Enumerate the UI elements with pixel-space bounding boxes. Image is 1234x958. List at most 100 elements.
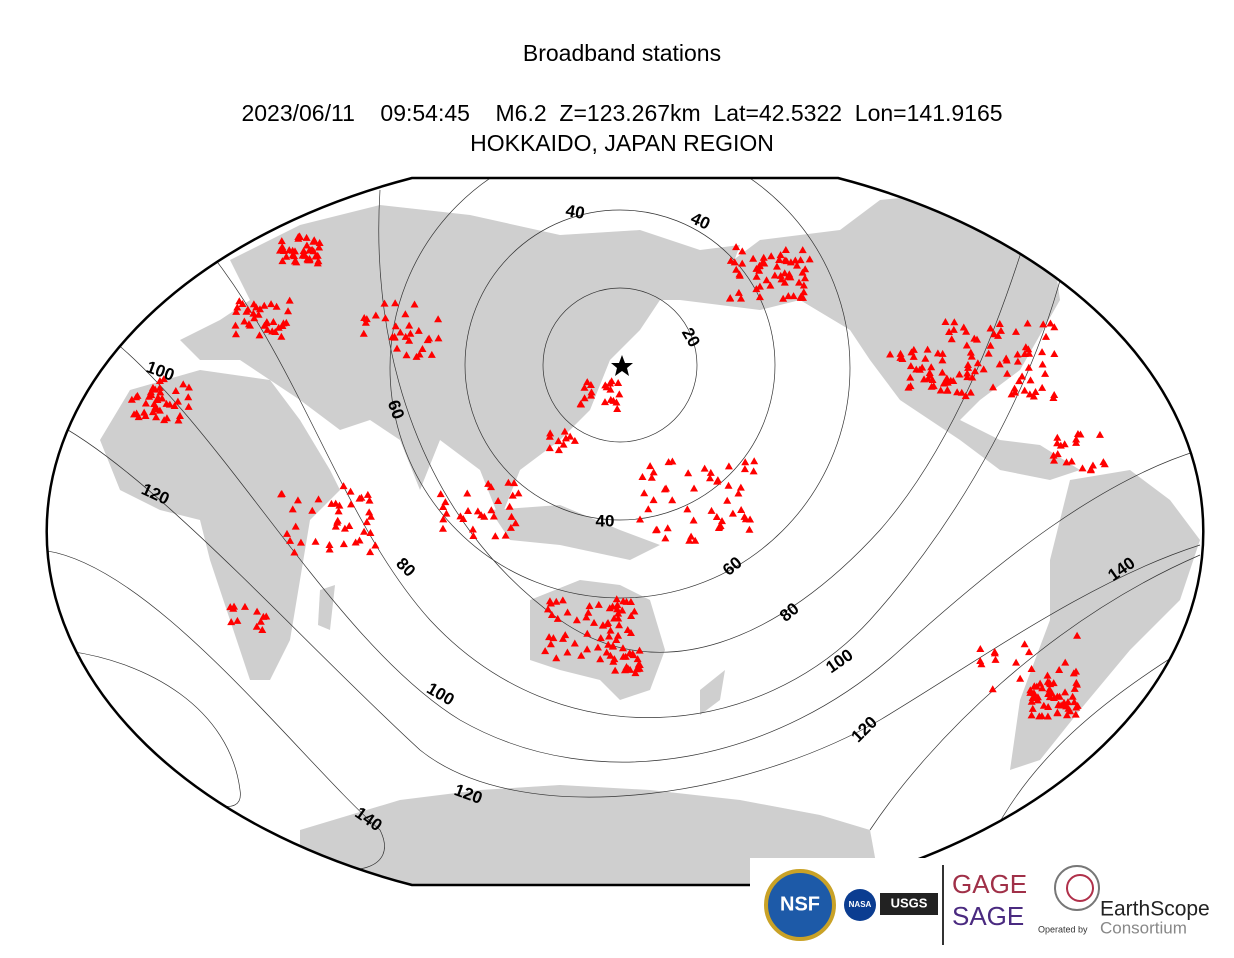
station bbox=[909, 352, 918, 360]
station bbox=[566, 432, 575, 440]
station bbox=[263, 325, 272, 333]
station bbox=[381, 314, 390, 322]
station bbox=[246, 321, 255, 329]
station bbox=[226, 603, 235, 611]
station bbox=[1070, 698, 1079, 706]
station bbox=[442, 509, 451, 517]
station bbox=[587, 388, 596, 396]
station bbox=[583, 378, 592, 386]
station bbox=[1023, 319, 1032, 327]
station bbox=[995, 360, 1004, 368]
event-line: 2023/06/11 09:54:45 M6.2 Z=123.267km Lat… bbox=[241, 100, 1002, 126]
station bbox=[141, 399, 150, 407]
station bbox=[357, 493, 366, 501]
station bbox=[611, 666, 620, 674]
station bbox=[1072, 435, 1081, 443]
station bbox=[943, 385, 952, 393]
station bbox=[938, 368, 947, 376]
station bbox=[365, 508, 374, 516]
station bbox=[705, 474, 714, 482]
station bbox=[335, 501, 344, 509]
station bbox=[554, 446, 563, 454]
station bbox=[184, 393, 193, 401]
station bbox=[685, 536, 694, 544]
station bbox=[508, 491, 517, 499]
station bbox=[918, 363, 927, 371]
station bbox=[1030, 682, 1039, 690]
station bbox=[510, 479, 519, 487]
station bbox=[1024, 363, 1033, 371]
station bbox=[415, 350, 424, 358]
station bbox=[1055, 692, 1064, 700]
station bbox=[439, 502, 448, 510]
station bbox=[602, 648, 611, 656]
station bbox=[267, 300, 276, 308]
station bbox=[1073, 631, 1082, 639]
station bbox=[345, 521, 354, 529]
usgs-text: USGS bbox=[891, 895, 928, 910]
station bbox=[285, 246, 294, 254]
station bbox=[514, 489, 523, 497]
station bbox=[278, 257, 287, 265]
station bbox=[896, 353, 905, 361]
station bbox=[638, 472, 647, 480]
station bbox=[1028, 704, 1037, 712]
station bbox=[1026, 376, 1035, 384]
station bbox=[227, 618, 236, 626]
station bbox=[734, 288, 743, 296]
station bbox=[484, 479, 493, 487]
nsf-text: NSF bbox=[780, 893, 820, 915]
station bbox=[726, 294, 735, 302]
station bbox=[561, 434, 570, 442]
station bbox=[799, 281, 808, 289]
station bbox=[986, 324, 995, 332]
station bbox=[988, 685, 997, 693]
station bbox=[277, 490, 286, 498]
station bbox=[380, 299, 389, 307]
station bbox=[991, 655, 1000, 663]
operated-by: Operated by bbox=[1038, 924, 1088, 934]
station bbox=[366, 512, 375, 520]
station bbox=[805, 255, 814, 263]
station bbox=[1043, 677, 1052, 685]
station bbox=[511, 519, 520, 527]
station bbox=[927, 382, 936, 390]
station bbox=[401, 310, 410, 318]
station bbox=[1020, 350, 1029, 358]
station bbox=[1049, 451, 1058, 459]
station bbox=[504, 478, 513, 486]
station bbox=[339, 482, 348, 490]
station bbox=[633, 655, 642, 663]
station bbox=[545, 444, 554, 452]
station bbox=[439, 515, 448, 523]
consortium-text: Consortium bbox=[1100, 918, 1187, 937]
station bbox=[402, 351, 411, 359]
station bbox=[1053, 450, 1062, 458]
station bbox=[288, 505, 297, 513]
station bbox=[963, 369, 972, 377]
station bbox=[1073, 701, 1082, 709]
station bbox=[570, 436, 579, 444]
station bbox=[155, 377, 164, 385]
station bbox=[906, 373, 915, 381]
station bbox=[250, 314, 259, 322]
station bbox=[979, 365, 988, 373]
station bbox=[1050, 350, 1059, 358]
station bbox=[770, 271, 779, 279]
station bbox=[614, 609, 623, 617]
station bbox=[286, 536, 295, 544]
station bbox=[505, 502, 514, 510]
station bbox=[249, 309, 258, 317]
station bbox=[434, 315, 443, 323]
station bbox=[152, 413, 161, 421]
station bbox=[559, 440, 568, 448]
station bbox=[989, 383, 998, 391]
station bbox=[716, 521, 725, 529]
station bbox=[734, 489, 743, 497]
station bbox=[405, 336, 414, 344]
station bbox=[635, 646, 644, 654]
station bbox=[582, 613, 591, 621]
station bbox=[334, 507, 343, 515]
station bbox=[1024, 345, 1033, 353]
station bbox=[252, 303, 261, 311]
